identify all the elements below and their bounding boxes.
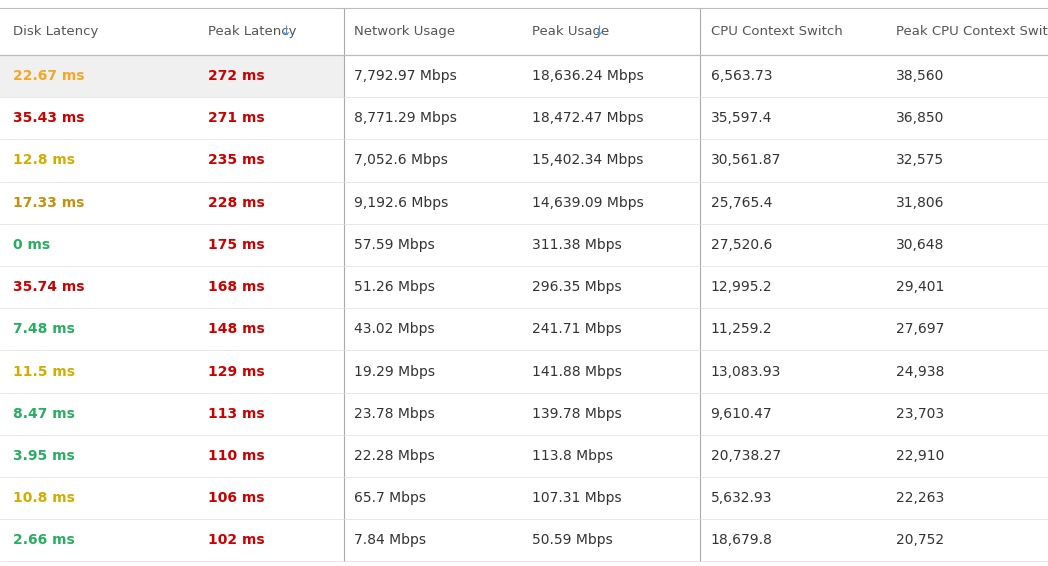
Text: 57.59 Mbps: 57.59 Mbps xyxy=(354,238,435,252)
Text: 31,806: 31,806 xyxy=(896,196,944,209)
Text: 65.7 Mbps: 65.7 Mbps xyxy=(354,491,427,505)
Text: 311.38 Mbps: 311.38 Mbps xyxy=(532,238,623,252)
Text: 12.8 ms: 12.8 ms xyxy=(13,153,74,168)
Text: 30,648: 30,648 xyxy=(896,238,944,252)
Text: 7.84 Mbps: 7.84 Mbps xyxy=(354,533,427,547)
Text: 29,401: 29,401 xyxy=(896,280,944,294)
Text: 11,259.2: 11,259.2 xyxy=(711,322,772,336)
Text: 139.78 Mbps: 139.78 Mbps xyxy=(532,407,623,421)
Text: 113 ms: 113 ms xyxy=(208,407,264,421)
Text: 106 ms: 106 ms xyxy=(208,491,264,505)
Text: 11.5 ms: 11.5 ms xyxy=(13,365,74,379)
Text: 10.8 ms: 10.8 ms xyxy=(13,491,74,505)
Text: 35,597.4: 35,597.4 xyxy=(711,112,772,125)
Text: 22,910: 22,910 xyxy=(896,449,944,463)
Text: 241.71 Mbps: 241.71 Mbps xyxy=(532,322,623,336)
Text: 17.33 ms: 17.33 ms xyxy=(13,196,84,209)
Text: 36,850: 36,850 xyxy=(896,112,944,125)
Text: 30,561.87: 30,561.87 xyxy=(711,153,781,168)
Text: 12,995.2: 12,995.2 xyxy=(711,280,772,294)
Text: 14,639.09 Mbps: 14,639.09 Mbps xyxy=(532,196,645,209)
Text: 102 ms: 102 ms xyxy=(208,533,264,547)
Text: 13,083.93: 13,083.93 xyxy=(711,365,781,379)
Text: 235 ms: 235 ms xyxy=(208,153,264,168)
Text: CPU Context Switch: CPU Context Switch xyxy=(711,25,843,38)
Text: 7,052.6 Mbps: 7,052.6 Mbps xyxy=(354,153,449,168)
Text: 22.67 ms: 22.67 ms xyxy=(13,69,84,83)
Text: 148 ms: 148 ms xyxy=(208,322,264,336)
Text: 113.8 Mbps: 113.8 Mbps xyxy=(532,449,613,463)
Text: 110 ms: 110 ms xyxy=(208,449,264,463)
Text: 25,765.4: 25,765.4 xyxy=(711,196,772,209)
Text: 8,771.29 Mbps: 8,771.29 Mbps xyxy=(354,112,457,125)
Text: 18,679.8: 18,679.8 xyxy=(711,533,772,547)
Text: 23.78 Mbps: 23.78 Mbps xyxy=(354,407,435,421)
Text: 22,263: 22,263 xyxy=(896,491,944,505)
Text: 271 ms: 271 ms xyxy=(208,112,264,125)
Text: 141.88 Mbps: 141.88 Mbps xyxy=(532,365,623,379)
Text: 43.02 Mbps: 43.02 Mbps xyxy=(354,322,435,336)
Text: 228 ms: 228 ms xyxy=(208,196,264,209)
Text: 35.74 ms: 35.74 ms xyxy=(13,280,84,294)
Text: 20,738.27: 20,738.27 xyxy=(711,449,781,463)
Text: 19.29 Mbps: 19.29 Mbps xyxy=(354,365,435,379)
Text: 7,792.97 Mbps: 7,792.97 Mbps xyxy=(354,69,457,83)
Text: 20,752: 20,752 xyxy=(896,533,944,547)
Text: 18,636.24 Mbps: 18,636.24 Mbps xyxy=(532,69,645,83)
Text: 175 ms: 175 ms xyxy=(208,238,264,252)
Text: 9,610.47: 9,610.47 xyxy=(711,407,772,421)
Text: 7.48 ms: 7.48 ms xyxy=(13,322,74,336)
Text: Peak Usage: Peak Usage xyxy=(532,25,610,38)
Text: Network Usage: Network Usage xyxy=(354,25,455,38)
Text: ↓: ↓ xyxy=(280,25,291,38)
Bar xyxy=(0,55,344,97)
Text: Peak CPU Context Switch: Peak CPU Context Switch xyxy=(896,25,1048,38)
Text: 18,472.47 Mbps: 18,472.47 Mbps xyxy=(532,112,643,125)
Text: 27,520.6: 27,520.6 xyxy=(711,238,772,252)
Text: 51.26 Mbps: 51.26 Mbps xyxy=(354,280,435,294)
Text: 272 ms: 272 ms xyxy=(208,69,264,83)
Text: 38,560: 38,560 xyxy=(896,69,944,83)
Text: 15,402.34 Mbps: 15,402.34 Mbps xyxy=(532,153,643,168)
Text: 27,697: 27,697 xyxy=(896,322,944,336)
Text: 32,575: 32,575 xyxy=(896,153,944,168)
Text: 3.95 ms: 3.95 ms xyxy=(13,449,74,463)
Text: 8.47 ms: 8.47 ms xyxy=(13,407,74,421)
Text: 24,938: 24,938 xyxy=(896,365,944,379)
Text: 9,192.6 Mbps: 9,192.6 Mbps xyxy=(354,196,449,209)
Text: 6,563.73: 6,563.73 xyxy=(711,69,772,83)
Text: Disk Latency: Disk Latency xyxy=(13,25,97,38)
Text: 5,632.93: 5,632.93 xyxy=(711,491,772,505)
Text: 296.35 Mbps: 296.35 Mbps xyxy=(532,280,623,294)
Text: 23,703: 23,703 xyxy=(896,407,944,421)
Text: 35.43 ms: 35.43 ms xyxy=(13,112,84,125)
Text: 22.28 Mbps: 22.28 Mbps xyxy=(354,449,435,463)
Text: 168 ms: 168 ms xyxy=(208,280,264,294)
Text: 2.66 ms: 2.66 ms xyxy=(13,533,74,547)
Text: 107.31 Mbps: 107.31 Mbps xyxy=(532,491,623,505)
Text: ↓: ↓ xyxy=(593,25,605,38)
Text: 50.59 Mbps: 50.59 Mbps xyxy=(532,533,613,547)
Text: Peak Latency: Peak Latency xyxy=(208,25,296,38)
Text: 129 ms: 129 ms xyxy=(208,365,264,379)
Text: 0 ms: 0 ms xyxy=(13,238,49,252)
